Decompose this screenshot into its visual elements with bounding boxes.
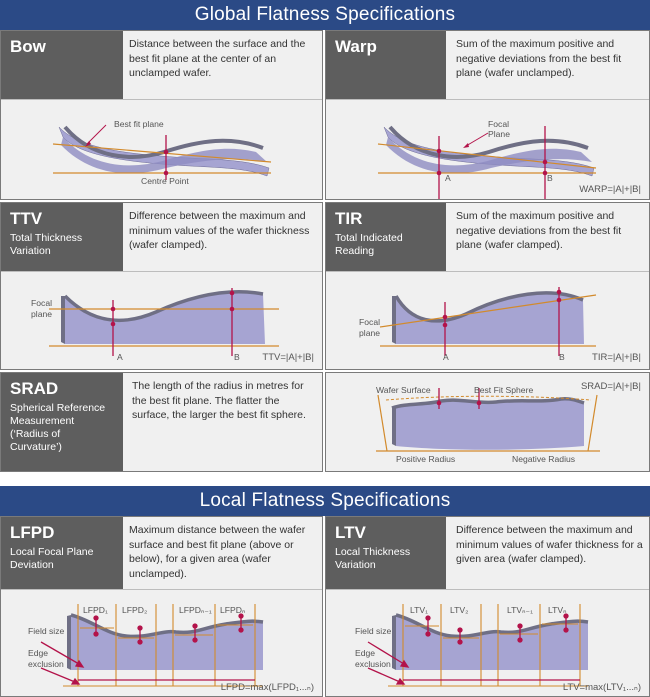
- bow-panel: Bow Distance between the surface and the…: [0, 30, 323, 200]
- local-section-title: Local Flatness Specifications: [0, 486, 650, 516]
- ttv-formula: TTV=|A|+|B|: [262, 352, 314, 363]
- srad-title: SRAD: [10, 379, 59, 398]
- ttv-plane-label: plane: [31, 309, 53, 319]
- tir-description: Sum of the maximum positive and negative…: [456, 210, 622, 251]
- warp-b-label: B: [547, 173, 553, 183]
- srad-negative-radius-label: Negative Radius: [512, 454, 576, 464]
- ttv-header: TTV Total Thickness Variation: [1, 203, 123, 271]
- warp-panel: Warp Sum of the maximum positive and neg…: [325, 30, 650, 200]
- ltv-title: LTV: [335, 523, 366, 542]
- tir-subtitle: Total Indicated Reading: [335, 232, 403, 257]
- ltv-header: LTV Local Thickness Variation: [326, 517, 446, 589]
- srad-positive-radius-label: Positive Radius: [396, 454, 456, 464]
- ttv-description: Difference between the maximum and minim…: [129, 210, 310, 251]
- tir-b-label: B: [559, 352, 565, 362]
- lfpd-exclusion-label: exclusion: [28, 659, 64, 669]
- ttv-focal-label: Focal: [31, 298, 53, 308]
- lfpd-n-1-label: LFPDₙ₋₁: [179, 605, 212, 615]
- bow-header: Bow: [1, 31, 123, 99]
- bow-wafer-body: [58, 126, 270, 177]
- srad-panel: SRAD Spherical Reference Measurement (‘R…: [0, 372, 323, 472]
- tir-diagram: Focal plane A B TIR=|A|+|B|: [326, 272, 649, 369]
- srad-subtitle: Spherical Reference Measurement (‘Radius…: [10, 402, 106, 453]
- divider: [326, 589, 649, 590]
- warp-description: Sum of the maximum positive and negative…: [456, 38, 622, 79]
- warp-plane-label: Plane: [488, 129, 510, 139]
- tir-title: TIR: [335, 209, 363, 228]
- ltv-subtitle: Local Thickness Variation: [335, 546, 411, 571]
- warp-title: Warp: [335, 37, 377, 56]
- lfpd-subtitle: Local Focal Plane Deviation: [10, 546, 94, 571]
- bow-centre-label: Centre Point: [141, 176, 189, 186]
- lfpd-description: Maximum distance between the wafer surfa…: [129, 524, 306, 580]
- srad-formula: SRAD=|A|+|B|: [580, 381, 641, 392]
- tir-a-label: A: [443, 352, 449, 362]
- lfpd-field-size-label: Field size: [28, 626, 65, 636]
- ttv-a-label: A: [117, 352, 123, 362]
- ltv-diagram: LTV₁ LTV₂ LTVₙ₋₁ LTVₙ Field size Edge ex…: [326, 590, 649, 696]
- warp-best-fit-plane: [377, 143, 597, 169]
- ltv-wafer-edge: [395, 613, 589, 639]
- ltv-n-label: LTVₙ: [548, 605, 567, 615]
- srad-best-fit-label: Best Fit Sphere: [474, 385, 534, 395]
- divider: [326, 99, 649, 100]
- ltv-field-size-label: Field size: [355, 626, 392, 636]
- ttv-panel: TTV Total Thickness Variation Difference…: [0, 202, 323, 370]
- lfpd-1-label: LFPD₁: [83, 605, 108, 615]
- bow-title: Bow: [10, 37, 46, 56]
- lfpd-diagram: LFPD₁ LFPD₂ LFPDₙ₋₁ LFPDₙ Field size Edg…: [1, 590, 322, 696]
- lfpd-formula: LFPD=max(LFPD₁...ₙ): [220, 682, 314, 693]
- warp-focal-label: Focal: [488, 119, 510, 129]
- divider: [326, 271, 649, 272]
- ltv-2-label: LTV₂: [450, 605, 469, 615]
- warp-a-label: A: [445, 173, 451, 183]
- srad-description: The length of the radius in metres for t…: [132, 380, 306, 421]
- divider: [1, 99, 322, 100]
- tir-plane-label: plane: [359, 328, 381, 338]
- tir-panel: TIR Total Indicated Reading Sum of the m…: [325, 202, 650, 370]
- bow-diagram: Best fit plane Centre Point: [1, 100, 322, 199]
- srad-best-fit-sphere: [385, 395, 592, 401]
- ltv-description: Difference between the maximum and minim…: [456, 524, 643, 565]
- ltv-edge-label: Edge: [355, 648, 376, 658]
- bow-description: Distance between the surface and the bes…: [129, 38, 306, 79]
- srad-wafer-body: [396, 400, 584, 450]
- lfpd-title: LFPD: [10, 523, 55, 542]
- lfpd-edge-label: Edge: [28, 648, 49, 658]
- srad-header: SRAD Spherical Reference Measurement (‘R…: [1, 373, 123, 471]
- lfpd-wafer-edge: [70, 613, 264, 639]
- lfpd-2-label: LFPD₂: [122, 605, 148, 615]
- tir-focal-label: Focal: [359, 317, 381, 327]
- ltv-1-label: LTV₁: [410, 605, 429, 615]
- srad-diagram-panel: Wafer Surface Best Fit Sphere Positive R…: [325, 372, 650, 472]
- warp-header: Warp: [326, 31, 446, 99]
- lfpd-panel: LFPD Local Focal Plane Deviation Maximum…: [0, 516, 323, 697]
- srad-diagram: Wafer Surface Best Fit Sphere Positive R…: [326, 373, 649, 471]
- bow-best-fit-label: Best fit plane: [114, 119, 164, 129]
- lfpd-header: LFPD Local Focal Plane Deviation: [1, 517, 123, 589]
- ttv-title: TTV: [10, 209, 43, 228]
- global-section-title: Global Flatness Specifications: [0, 0, 650, 30]
- ttv-subtitle: Total Thickness Variation: [10, 232, 83, 257]
- divider: [1, 271, 322, 272]
- tir-wafer-body: [396, 292, 584, 344]
- lfpd-n-label: LFPDₙ: [220, 605, 246, 615]
- divider: [1, 589, 322, 590]
- ltv-exclusion-label: exclusion: [355, 659, 391, 669]
- srad-wafer-surface-label: Wafer Surface: [376, 385, 431, 395]
- tir-formula: TIR=|A|+|B|: [592, 352, 641, 363]
- warp-diagram: Focal Plane A B WARP=|A|+|B|: [326, 100, 649, 199]
- ttv-diagram: Focal plane A B TTV=|A|+|B|: [1, 272, 322, 369]
- tir-header: TIR Total Indicated Reading: [326, 203, 446, 271]
- bow-best-fit-plane: [52, 143, 272, 163]
- ltv-n-1-label: LTVₙ₋₁: [507, 605, 533, 615]
- ltv-formula: LTV=max(LTV₁...ₙ): [562, 682, 641, 693]
- ttv-b-label: B: [234, 352, 240, 362]
- ltv-panel: LTV Local Thickness Variation Difference…: [325, 516, 650, 697]
- ttv-wafer-body: [65, 291, 265, 344]
- warp-formula: WARP=|A|+|B|: [579, 184, 641, 195]
- bow-wafer-lower: [61, 137, 267, 174]
